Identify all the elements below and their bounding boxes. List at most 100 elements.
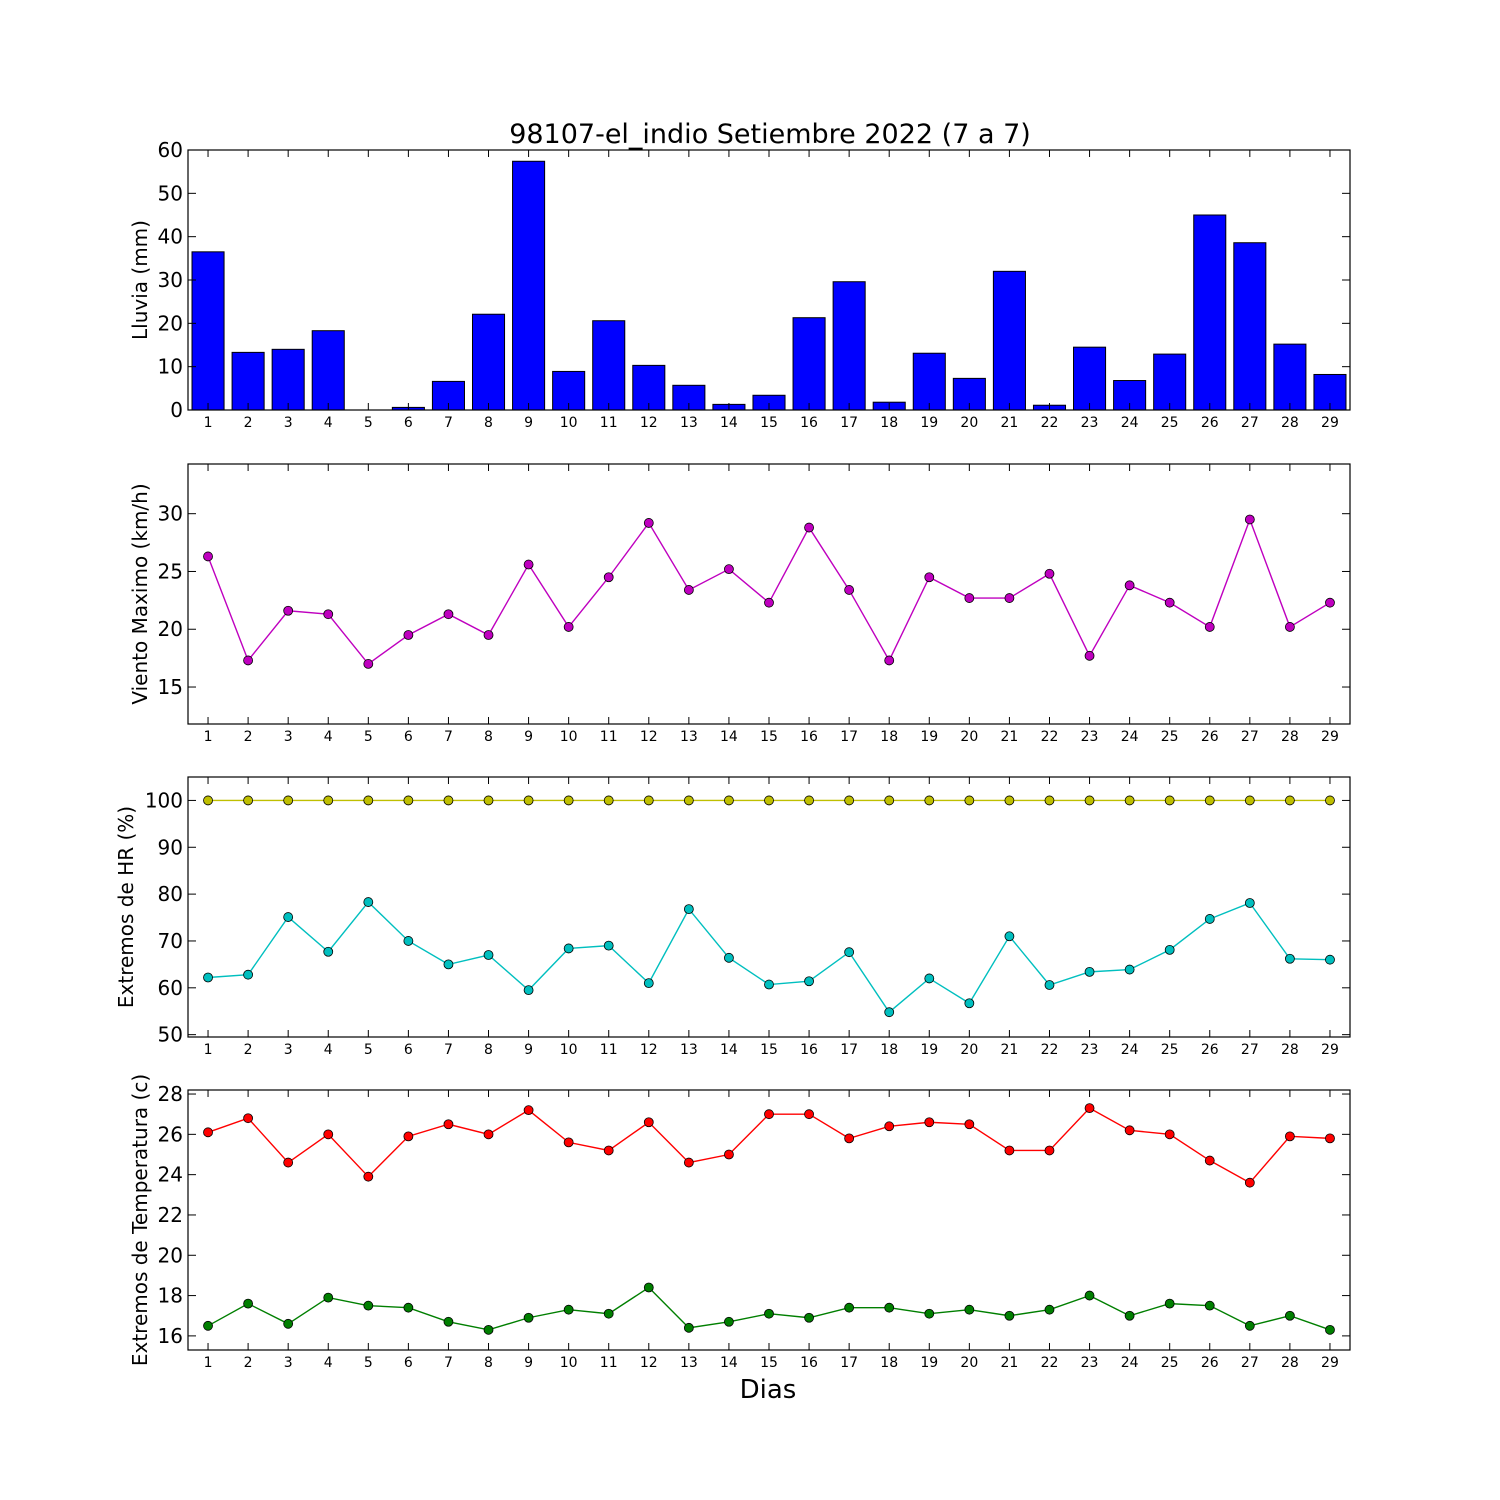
y-tick-label: 40 [158, 225, 183, 249]
point-s1-day-22 [1044, 568, 1055, 579]
x-tick-label: 20 [960, 729, 978, 745]
x-tick-label: 13 [680, 1042, 698, 1058]
x-tick-label: 29 [1321, 415, 1339, 431]
point-s1-day-10 [563, 1137, 574, 1148]
point-s2-day-16 [804, 976, 814, 987]
y-tick-label: 15 [158, 675, 183, 699]
bar-day-9 [512, 160, 546, 411]
point-s1-day-7 [443, 1119, 454, 1130]
x-tick-label: 3 [284, 1355, 293, 1371]
x-tick-label: 9 [524, 415, 533, 431]
point-s2-day-23 [1084, 1290, 1095, 1301]
x-tick-label: 2 [244, 1355, 253, 1371]
point-s2-day-15 [764, 979, 774, 990]
x-tick-label: 27 [1241, 729, 1259, 745]
point-s2-day-23 [1084, 966, 1095, 977]
point-s2-day-29 [1325, 954, 1335, 965]
x-tick-label: 15 [760, 415, 778, 431]
y-tick-label: 20 [158, 1243, 183, 1267]
point-s1-day-16 [804, 522, 814, 533]
point-s2-day-26 [1204, 1300, 1215, 1311]
x-tick-label: 18 [880, 1042, 898, 1058]
point-s1-day-14 [724, 564, 734, 575]
x-tick-label: 23 [1081, 1042, 1099, 1058]
point-s1-day-11 [603, 1145, 614, 1156]
point-s2-day-6 [403, 936, 414, 946]
x-tick-label: 29 [1321, 1355, 1339, 1371]
point-s1-day-9 [523, 1105, 534, 1116]
x-tick-label: 26 [1201, 729, 1219, 745]
point-s1-day-2 [243, 655, 254, 666]
point-s2-day-5 [363, 897, 374, 907]
point-s2-day-11 [603, 940, 614, 951]
x-tick-label: 18 [880, 415, 898, 431]
point-s1-day-3 [283, 1157, 294, 1168]
y-tick-label: 24 [158, 1163, 183, 1187]
point-s1-day-19 [924, 572, 935, 583]
x-tick-label: 12 [640, 1355, 658, 1371]
point-s1-day-28 [1285, 795, 1295, 806]
y-tick-label: 60 [158, 138, 183, 162]
y-axis-label: Viento Maximo (km/h) [128, 483, 152, 704]
x-tick-label: 16 [800, 1042, 818, 1058]
x-tick-label: 5 [364, 415, 373, 431]
y-tick-label: 90 [158, 835, 183, 859]
point-s2-day-24 [1124, 1310, 1135, 1321]
point-s1-day-26 [1204, 1155, 1215, 1166]
y-tick-label: 50 [158, 181, 183, 205]
point-s1-day-8 [483, 630, 494, 640]
x-tick-label: 17 [840, 415, 858, 431]
point-s2-day-28 [1285, 953, 1295, 964]
point-s2-day-22 [1044, 980, 1055, 990]
point-s1-day-12 [643, 518, 654, 528]
point-s1-day-4 [323, 609, 334, 620]
point-s1-day-16 [804, 1109, 814, 1120]
point-s1-day-1 [203, 795, 213, 806]
point-s2-day-11 [603, 1308, 614, 1319]
point-s1-day-6 [403, 795, 414, 806]
x-tick-label: 14 [720, 415, 738, 431]
point-s1-day-3 [283, 605, 294, 616]
point-s2-day-19 [924, 1308, 935, 1319]
x-tick-label: 14 [720, 1042, 738, 1058]
point-s1-day-5 [363, 795, 374, 806]
point-s2-day-14 [724, 1316, 734, 1327]
x-tick-label: 11 [600, 729, 618, 745]
point-s1-day-21 [1004, 593, 1015, 603]
bar-day-27 [1233, 242, 1267, 411]
point-s1-day-12 [643, 795, 654, 806]
x-tick-label: 21 [1000, 415, 1018, 431]
point-s1-day-1 [203, 551, 213, 562]
point-s2-day-25 [1164, 944, 1175, 955]
x-tick-label: 6 [404, 415, 413, 431]
point-s1-day-27 [1244, 514, 1255, 525]
point-s1-day-18 [884, 795, 895, 806]
x-tick-label: 29 [1321, 1042, 1339, 1058]
point-s2-day-9 [523, 1312, 534, 1323]
x-tick-label: 5 [364, 1042, 373, 1058]
x-tick-label: 8 [484, 415, 493, 431]
point-s1-day-20 [964, 1119, 975, 1130]
point-s1-day-11 [603, 572, 614, 583]
point-s2-day-20 [964, 998, 975, 1009]
x-tick-label: 4 [324, 415, 333, 431]
point-s1-day-24 [1124, 580, 1135, 591]
point-s1-day-23 [1084, 650, 1095, 661]
point-s1-day-9 [523, 559, 534, 570]
point-s1-day-15 [764, 1109, 774, 1120]
x-tick-label: 3 [284, 729, 293, 745]
x-tick-label: 8 [484, 729, 493, 745]
y-tick-label: 70 [158, 929, 183, 953]
point-s1-day-6 [403, 1131, 414, 1142]
x-tick-label: 7 [444, 729, 453, 745]
x-tick-label: 16 [800, 1355, 818, 1371]
point-s2-day-1 [203, 1320, 213, 1331]
x-tick-label: 26 [1201, 1042, 1219, 1058]
point-s1-day-11 [603, 795, 614, 806]
bar-day-4 [311, 330, 345, 411]
y-tick-label: 10 [158, 355, 183, 379]
x-tick-label: 25 [1161, 1355, 1179, 1371]
